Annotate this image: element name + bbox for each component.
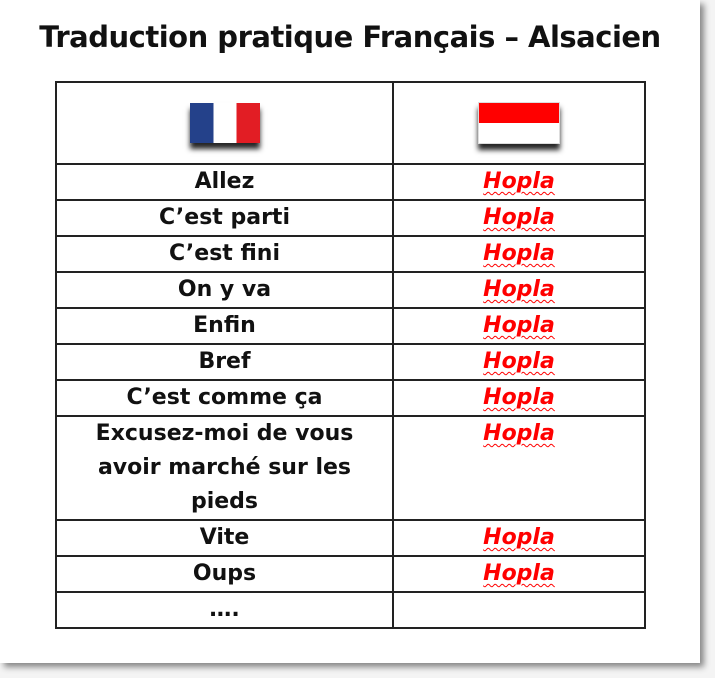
alsatian-text: Hopla (483, 561, 555, 586)
alsatian-text: Hopla (483, 169, 555, 194)
french-cell: C’est comme ça (55, 379, 394, 417)
french-cell: Excusez-moi de vous avoir marché sur les… (55, 415, 394, 521)
page-title: Traduction pratique Français – Alsacien (39, 20, 661, 54)
alsatian-text: Hopla (483, 277, 555, 302)
alsatian-text: Hopla (483, 421, 555, 446)
alsatian-cell: Hopla (392, 343, 646, 381)
table-row: C’est fini Hopla (55, 235, 646, 273)
french-cell: Enfin (55, 307, 394, 345)
alsatian-cell: Hopla (392, 163, 646, 201)
france-flag-icon (189, 103, 260, 143)
alsatian-text: Hopla (483, 349, 555, 374)
french-cell: On y va (55, 271, 394, 309)
french-cell: …. (55, 591, 394, 629)
alsatian-cell (392, 591, 646, 629)
table-row: …. (55, 591, 646, 629)
alsatian-cell: Hopla (392, 519, 646, 557)
table-row: On y va Hopla (55, 271, 646, 309)
alsatian-cell: Hopla (392, 235, 646, 273)
alsatian-text: Hopla (483, 205, 555, 230)
alsatian-cell: Hopla (392, 555, 646, 593)
alsace-flag-icon (478, 102, 560, 144)
alsatian-cell: Hopla (392, 271, 646, 309)
table-row: C’est parti Hopla (55, 199, 646, 237)
french-cell: C’est parti (55, 199, 394, 237)
french-cell: Vite (55, 519, 394, 557)
table-row: Bref Hopla (55, 343, 646, 381)
table-row: Vite Hopla (55, 519, 646, 557)
french-cell: Bref (55, 343, 394, 381)
translation-table: Allez Hopla C’est parti Hopla C’est fini Ho… (55, 81, 646, 629)
alsatian-cell: Hopla (392, 307, 646, 345)
alsatian-text: Hopla (483, 241, 555, 266)
alsatian-text: Hopla (483, 385, 555, 410)
french-cell: Allez (55, 163, 394, 201)
table-row: Allez Hopla (55, 163, 646, 201)
alsatian-text: Hopla (483, 313, 555, 338)
french-cell: C’est fini (55, 235, 394, 273)
header-cell-french (55, 81, 394, 165)
table-row: C’est comme ça Hopla (55, 379, 646, 417)
french-cell: Oups (55, 555, 394, 593)
table-row: Oups Hopla (55, 555, 646, 593)
alsatian-cell: Hopla (392, 379, 646, 417)
table-header-row (55, 81, 646, 165)
document-page: Traduction pratique Français – Alsacien … (0, 0, 700, 663)
header-cell-alsatian (392, 81, 646, 165)
alsatian-text: Hopla (483, 525, 555, 550)
alsatian-cell: Hopla (392, 199, 646, 237)
table-row: Enfin Hopla (55, 307, 646, 345)
table-row: Excusez-moi de vous avoir marché sur les… (55, 415, 646, 521)
alsatian-cell: Hopla (392, 415, 646, 521)
